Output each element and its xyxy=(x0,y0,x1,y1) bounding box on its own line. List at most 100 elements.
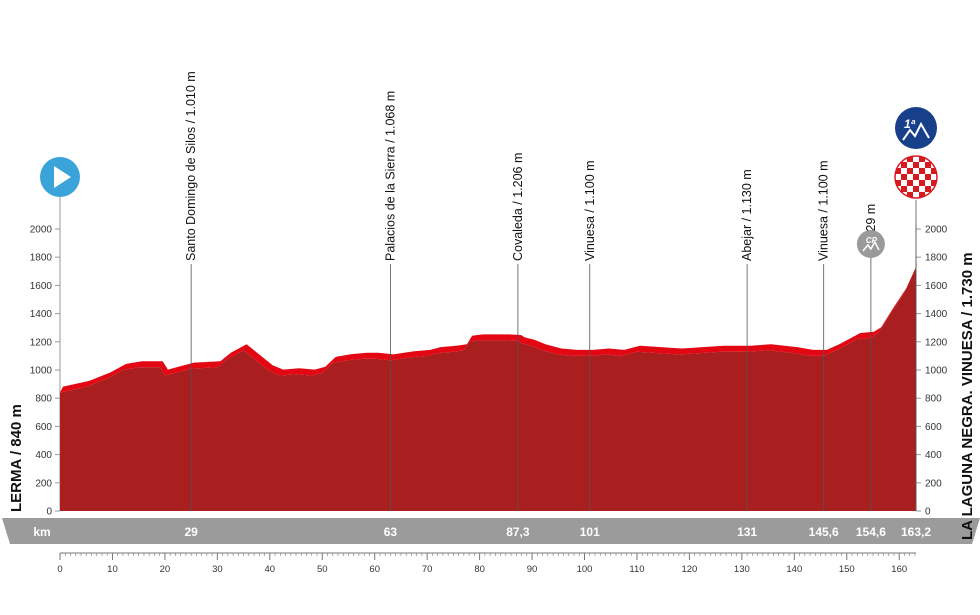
y-tick-label-right: 2000 xyxy=(925,225,948,236)
y-tick-label-left: 1200 xyxy=(30,337,53,348)
y-tick-label-left: 800 xyxy=(35,394,52,405)
checker-square xyxy=(919,180,925,186)
sprint-mountain-icon xyxy=(862,240,880,252)
checker-ring xyxy=(894,155,938,199)
waypoint-label: Vinuesa / 1.100 m xyxy=(817,160,831,261)
x-tick-label: 110 xyxy=(629,564,644,575)
profile-fill xyxy=(60,267,916,511)
checker-square xyxy=(895,168,901,174)
start-label: LERMA / 840 m xyxy=(8,404,25,512)
climb-category-icon xyxy=(895,107,937,149)
x-tick-label: 0 xyxy=(57,564,62,575)
waypoint-label: Abejar / 1.130 m xyxy=(740,169,754,261)
km-band-label: 101 xyxy=(580,525,600,539)
checker-square xyxy=(907,168,913,174)
checker-square xyxy=(925,162,931,168)
x-tick-label: 160 xyxy=(891,564,907,575)
x-tick-label: 90 xyxy=(527,564,538,575)
checker-square xyxy=(895,156,901,162)
finish-label: LA LAGUNA NEGRA. VINUESA / 1.730 m xyxy=(959,252,976,540)
x-axis-bottom: 0 10 20 30 40 50 60 70 80 90 100 110 120 130 140 150 160 xyxy=(57,552,916,575)
play-triangle-icon xyxy=(54,166,71,188)
checkered-flag-icon xyxy=(895,156,937,198)
climb-category-label: 1ª xyxy=(904,117,916,131)
x-tick-label: 100 xyxy=(577,564,593,575)
y-tick-label-right: 1000 xyxy=(925,366,948,377)
y-axis-right: 0 200 400 600 800 1000 1200 1400 1600 1800 2000 xyxy=(915,223,948,518)
y-axis-left: 0 200 400 600 800 1000 1200 1400 1600 1800 2000 xyxy=(30,223,61,518)
mountain-icon xyxy=(902,121,930,141)
y-tick-label-right: 1200 xyxy=(925,337,948,348)
km-band-xlabel: km xyxy=(33,525,50,539)
waypoint-lines: Santo Domingo de Silos / 1.010 m Palacios… xyxy=(184,71,917,511)
checker-square xyxy=(901,162,907,168)
checker-square xyxy=(907,180,913,186)
checker-square xyxy=(931,180,937,186)
markers: 1ª CP xyxy=(40,107,938,258)
sprint-badge-icon xyxy=(856,230,885,258)
x-tick-label: 120 xyxy=(681,564,697,575)
x-tick-label: 10 xyxy=(107,564,118,575)
y-tick-label-right: 600 xyxy=(925,422,942,433)
x-tick-label: 20 xyxy=(160,564,171,575)
km-band-label: 63 xyxy=(384,525,398,539)
checker-square xyxy=(925,174,931,180)
y-tick-label-left: 600 xyxy=(35,422,52,433)
y-tick-label-left: 200 xyxy=(35,478,52,489)
waypoint-label: Palacios de la Sierra / 1.068 m xyxy=(383,91,397,261)
sprint-badge-label: CP xyxy=(866,236,878,245)
x-tick-label: 50 xyxy=(317,564,328,575)
checker-square xyxy=(907,192,913,198)
checker-square xyxy=(901,174,907,180)
end-labels: LERMA / 840 m LA LAGUNA NEGRA. VINUESA / … xyxy=(8,252,976,540)
checker-square xyxy=(901,186,907,192)
checker-square xyxy=(925,186,931,192)
y-tick-label-right: 1800 xyxy=(925,253,948,264)
x-tick-label: 40 xyxy=(265,564,276,575)
x-tick-label: 30 xyxy=(212,564,223,575)
waypoint-label: Vinuesa / 1.100 m xyxy=(583,160,597,261)
y-tick-label-left: 1400 xyxy=(30,309,53,320)
y-tick-label-right: 400 xyxy=(925,450,942,461)
checker-square xyxy=(931,168,937,174)
x-tick-label: 130 xyxy=(734,564,750,575)
km-band-shape xyxy=(2,518,980,544)
checker-square xyxy=(913,174,919,180)
checker-square xyxy=(895,192,901,198)
checker-square xyxy=(919,168,925,174)
checker-square xyxy=(895,180,901,186)
checker-square xyxy=(919,192,925,198)
y-tick-label-left: 400 xyxy=(35,450,52,461)
checker-square xyxy=(931,156,937,162)
y-tick-label-right: 1600 xyxy=(925,281,948,292)
x-tick-label: 70 xyxy=(422,564,433,575)
checker-square xyxy=(913,162,919,168)
x-tick-label: 60 xyxy=(369,564,380,575)
y-tick-label-left: 1000 xyxy=(30,366,53,377)
checker-square xyxy=(907,156,913,162)
checker-square xyxy=(913,186,919,192)
y-tick-label-right: 0 xyxy=(925,507,931,518)
km-band-label: 131 xyxy=(737,525,757,539)
y-tick-label-right: 800 xyxy=(925,394,942,405)
y-tick-label-right: 1400 xyxy=(925,309,948,320)
waypoint-label: Covaleda / 1.206 m xyxy=(511,153,525,261)
y-tick-label-left: 1800 xyxy=(30,253,53,264)
km-band: km 29 63 87,3 101 131 145,6 154,6 163,2 xyxy=(2,518,980,544)
y-tick-label-left: 2000 xyxy=(30,225,53,236)
checker-square xyxy=(919,156,925,162)
km-band-label: 163,2 xyxy=(901,525,931,539)
x-tick-label: 80 xyxy=(474,564,485,575)
km-band-label: 154,6 xyxy=(856,525,886,539)
profile-area xyxy=(60,261,919,511)
km-band-label: 87,3 xyxy=(506,525,530,539)
km-band-label: 29 xyxy=(184,525,198,539)
x-tick-label: 150 xyxy=(839,564,855,575)
km-band-label: 145,6 xyxy=(809,525,839,539)
checker-square xyxy=(931,192,937,198)
y-tick-label-right: 200 xyxy=(925,478,942,489)
waypoint-label: Santo Domingo de Silos / 1.010 m xyxy=(184,71,198,261)
x-tick-label: 140 xyxy=(786,564,802,575)
y-tick-label-left: 1600 xyxy=(30,281,53,292)
